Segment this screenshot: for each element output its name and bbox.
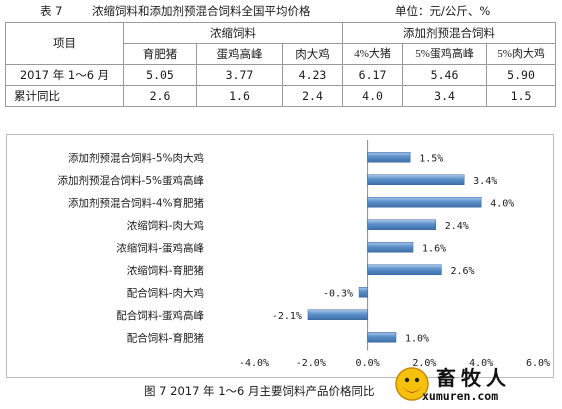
- category-label: 配合饲料-蛋鸡高峰: [116, 309, 204, 322]
- table-title: 浓缩饲料和添加剂预混合饲料全国平均价格: [92, 4, 311, 18]
- category-label: 配合饲料-肉大鸡: [127, 286, 204, 299]
- watermark-domain: xumuren.com: [422, 389, 499, 403]
- data-label: 3.4%: [473, 176, 497, 187]
- bar: [367, 219, 437, 230]
- table-cell: 2.6: [123, 85, 197, 107]
- data-label: 2.6%: [450, 266, 474, 277]
- x-tick-label: 4.0%: [469, 358, 493, 369]
- category-label: 浓缩饲料-育肥猪: [127, 264, 205, 277]
- bar: [367, 264, 442, 275]
- bar: [367, 242, 414, 253]
- xumuren-logo-icon: [395, 367, 429, 401]
- data-label: 1.6%: [422, 243, 446, 254]
- table-cell: 1.5: [486, 85, 557, 107]
- table-title-line: 表 7 浓缩饲料和添加剂预混合饲料全国平均价格 单位：元/公斤、%: [40, 3, 560, 19]
- category-label: 添加剂预混合饲料-5%蛋鸡高峰: [58, 174, 205, 187]
- column-header: 蛋鸡高峰: [196, 43, 283, 65]
- column-header: 4%大猪: [342, 43, 404, 65]
- table-row: 2017 年 1～6 月 5.05 3.77 4.23 6.17 5.46 5.…: [5, 64, 557, 86]
- table-number: 表 7: [40, 4, 63, 18]
- column-header: 5%蛋鸡高峰: [402, 43, 488, 65]
- bar: [367, 197, 482, 208]
- column-header: 5%肉大鸡: [486, 43, 557, 65]
- row-label: 累计同比: [5, 85, 124, 107]
- bar: [358, 287, 368, 298]
- category-label: 添加剂预混合饲料-4%育肥猪: [68, 196, 204, 209]
- category-label: 配合饲料-育肥猪: [127, 331, 205, 344]
- category-label: 浓缩饲料-肉大鸡: [127, 219, 204, 232]
- watermark-logo: 畜牧人 xumuren.com: [392, 362, 560, 408]
- data-label: -0.3%: [323, 288, 353, 299]
- bar: [307, 309, 368, 320]
- data-label: 2.4%: [445, 221, 469, 232]
- data-label: 4.0%: [490, 198, 514, 209]
- x-tick-label: 0.0%: [356, 358, 380, 369]
- x-tick-label: -2.0%: [296, 358, 326, 369]
- watermark-brand: 畜牧人: [436, 366, 511, 390]
- table-header-row-1: 项目 浓缩饲料 添加剂预混合饲料: [5, 22, 557, 65]
- table-cell: 4.0: [342, 85, 404, 107]
- price-table: 项目 浓缩饲料 添加剂预混合饲料 育肥猪 蛋鸡高峰 肉大鸡 4%大猪 5%蛋鸡高…: [5, 22, 557, 107]
- table-header-row-2: 育肥猪 蛋鸡高峰 肉大鸡 4%大猪 5%蛋鸡高峰 5%肉大鸡: [6, 43, 557, 65]
- table-cell: 2.4: [281, 85, 344, 107]
- x-tick-label: 6.0%: [526, 358, 550, 369]
- category-label: 添加剂预混合饲料-5%肉大鸡: [68, 151, 204, 164]
- data-label: 1.0%: [405, 333, 429, 344]
- x-tick-label: 2.0%: [412, 358, 436, 369]
- bar: [367, 152, 411, 163]
- bar: [367, 174, 465, 185]
- table-unit: 单位：元/公斤、%: [395, 4, 491, 18]
- table-cell: 1.6: [196, 85, 283, 107]
- data-label: 1.5%: [419, 153, 443, 164]
- table-cell: 3.4: [402, 85, 488, 107]
- bar: [367, 332, 397, 343]
- data-label: -2.1%: [272, 311, 302, 322]
- table-cell: 6.17: [342, 64, 404, 86]
- category-label: 浓缩饲料-蛋鸡高峰: [116, 241, 204, 254]
- x-tick-label: -4.0%: [239, 358, 269, 369]
- chart-frame: [6, 134, 554, 378]
- table-row: 累计同比 2.6 1.6 2.4 4.0 3.4 1.5: [5, 85, 557, 107]
- chart-caption: 图 7 2017 年 1～6 月主要饲料产品价格同比: [144, 384, 375, 398]
